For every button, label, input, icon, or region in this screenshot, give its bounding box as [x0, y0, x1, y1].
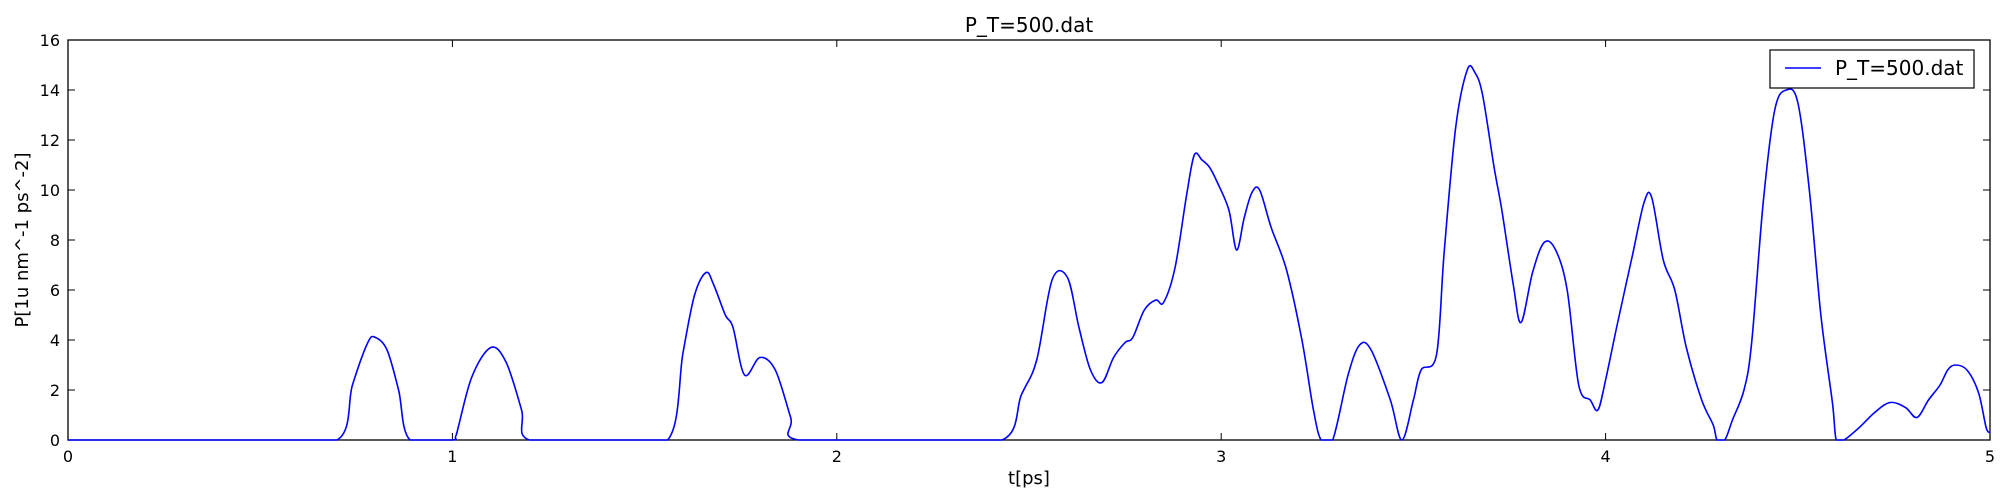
y-tick-label: 12 [40, 131, 60, 150]
series-line-p-t-500 [68, 64, 1991, 441]
x-tick-label: 0 [63, 447, 73, 466]
x-tick-labels: 0 1 2 3 4 5 [63, 447, 1995, 466]
y-tick-label: 16 [40, 31, 60, 50]
y-tick-label: 14 [40, 81, 60, 100]
y-tick-label: 6 [50, 281, 60, 300]
chart-title: P_T=500.dat [965, 13, 1094, 37]
legend-label: P_T=500.dat [1835, 56, 1964, 80]
y-tick-label: 0 [50, 431, 60, 450]
y-tick-labels: 0 2 4 6 8 10 12 14 16 [40, 31, 60, 450]
y-tick-label: 10 [40, 181, 60, 200]
x-axis-title: t[ps] [1008, 468, 1050, 489]
x-tick-label: 5 [1985, 447, 1995, 466]
x-tick-label: 4 [1601, 447, 1611, 466]
y-axis-title: P[1u nm^-1 ps^-2] [12, 152, 33, 327]
x-tick-label: 3 [1216, 447, 1226, 466]
legend: P_T=500.dat [1769, 49, 1975, 89]
y-tick-label: 2 [50, 381, 60, 400]
y-tick-label: 4 [50, 331, 60, 350]
plot-area [67, 39, 1991, 441]
x-tick-label: 2 [832, 447, 842, 466]
legend-box [1769, 49, 1975, 89]
x-tick-label: 1 [447, 447, 457, 466]
y-tick-label: 8 [50, 231, 60, 250]
